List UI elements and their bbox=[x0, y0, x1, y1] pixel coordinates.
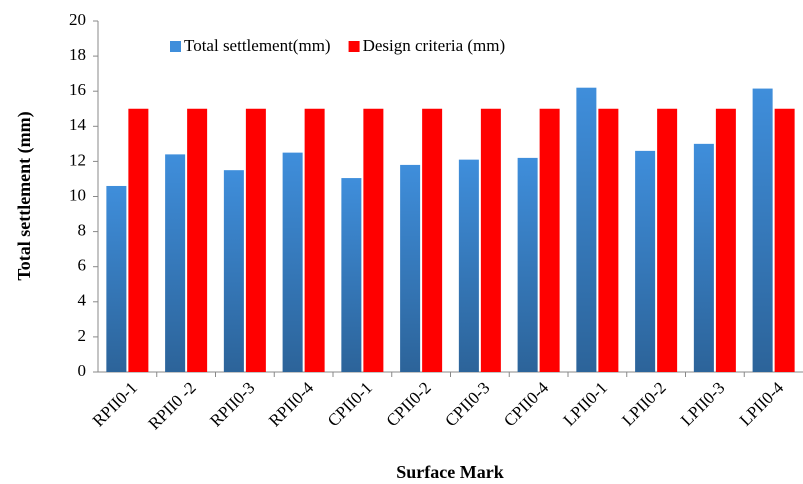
legend-label: Design criteria (mm) bbox=[363, 36, 506, 55]
bar bbox=[539, 108, 560, 372]
x-axis-label: Surface Mark bbox=[396, 462, 503, 482]
bar bbox=[106, 185, 127, 372]
bar bbox=[517, 157, 538, 372]
bar bbox=[693, 143, 714, 372]
x-tick-label: RPII0-1 bbox=[89, 378, 141, 430]
bar bbox=[715, 108, 736, 372]
y-tick-label: 16 bbox=[69, 80, 86, 99]
x-tick-label: CPII0-3 bbox=[441, 378, 493, 430]
bar bbox=[635, 150, 656, 372]
y-tick-label: 14 bbox=[69, 115, 87, 134]
bar bbox=[341, 178, 362, 372]
legend-label: Total settlement(mm) bbox=[184, 36, 331, 55]
x-tick-label: LPII0-1 bbox=[559, 378, 610, 429]
y-tick-label: 6 bbox=[78, 256, 87, 275]
bar bbox=[400, 164, 421, 372]
bar bbox=[576, 87, 597, 372]
x-tick-label: RPII0-4 bbox=[265, 378, 318, 431]
y-tick-label: 0 bbox=[78, 361, 87, 380]
bar bbox=[187, 108, 208, 372]
x-tick-label: RPII0-3 bbox=[206, 378, 258, 430]
legend-swatch bbox=[348, 41, 360, 52]
bar bbox=[657, 108, 678, 372]
bar bbox=[304, 108, 325, 372]
y-tick-label: 20 bbox=[69, 10, 86, 29]
bar bbox=[598, 108, 619, 372]
y-tick-label: 8 bbox=[78, 221, 87, 240]
legend-swatch bbox=[170, 41, 181, 52]
bar bbox=[480, 108, 501, 372]
y-tick-label: 12 bbox=[69, 150, 86, 169]
bar bbox=[223, 170, 244, 372]
y-tick-label: 18 bbox=[69, 45, 86, 64]
x-tick-label: CPII0-4 bbox=[500, 378, 553, 431]
bar bbox=[282, 152, 303, 372]
y-tick-label: 4 bbox=[78, 291, 87, 310]
bar bbox=[752, 88, 773, 372]
y-tick-label: 10 bbox=[69, 185, 86, 204]
bar bbox=[165, 154, 186, 372]
bar bbox=[422, 108, 443, 372]
y-tick-label: 2 bbox=[78, 326, 87, 345]
x-tick-label: LPII0-4 bbox=[736, 378, 788, 430]
x-tick-label: LPII0-2 bbox=[618, 378, 669, 429]
bar bbox=[128, 108, 149, 372]
x-tick-label: CPII0-1 bbox=[324, 378, 376, 430]
bar bbox=[458, 159, 479, 372]
bar bbox=[245, 108, 266, 372]
x-tick-label: LPII0-3 bbox=[677, 378, 728, 429]
bar bbox=[774, 108, 795, 372]
x-tick-label: CPII0-2 bbox=[383, 378, 435, 430]
bar bbox=[363, 108, 384, 372]
y-axis-label: Total settlement (mm) bbox=[14, 111, 35, 280]
x-tick-label: RPII0 -2 bbox=[145, 378, 200, 433]
